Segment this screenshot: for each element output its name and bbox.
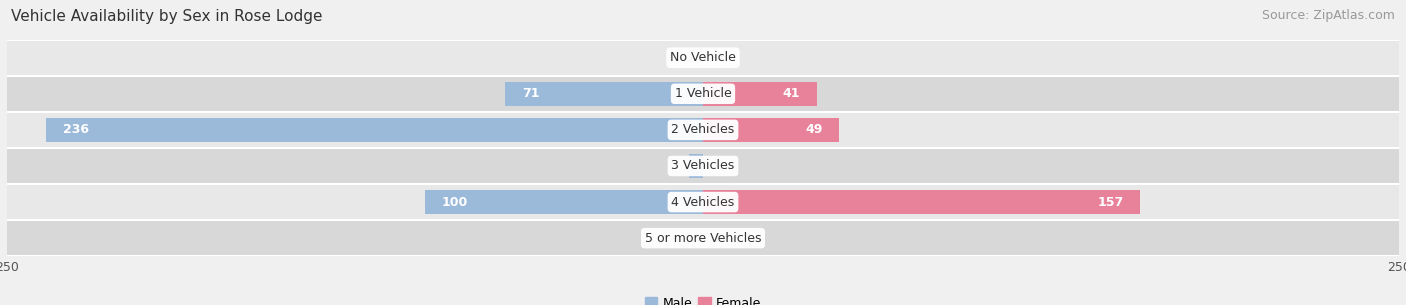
Bar (46, 118, 703, 142)
Bar (689, 154, 703, 178)
Text: 3 Vehicles: 3 Vehicles (672, 160, 734, 172)
Legend: Male, Female: Male, Female (640, 292, 766, 305)
Bar (703, 190, 1140, 214)
Bar (7, 184, 1399, 220)
Bar (703, 81, 817, 106)
Text: 0: 0 (714, 232, 723, 245)
Text: 157: 157 (1097, 196, 1123, 209)
Text: 0: 0 (714, 160, 723, 172)
Text: 49: 49 (806, 124, 823, 136)
Bar (7, 148, 1399, 184)
Text: 0: 0 (683, 232, 692, 245)
Text: 5: 5 (669, 160, 678, 172)
Bar (7, 40, 1399, 76)
Text: 1 Vehicle: 1 Vehicle (675, 87, 731, 100)
Text: 2 Vehicles: 2 Vehicles (672, 124, 734, 136)
Text: Vehicle Availability by Sex in Rose Lodge: Vehicle Availability by Sex in Rose Lodg… (11, 9, 323, 24)
Text: 41: 41 (783, 87, 800, 100)
Text: 0: 0 (683, 51, 692, 64)
Text: 5 or more Vehicles: 5 or more Vehicles (645, 232, 761, 245)
Bar (703, 118, 839, 142)
Text: 4 Vehicles: 4 Vehicles (672, 196, 734, 209)
Text: 0: 0 (714, 51, 723, 64)
Text: 100: 100 (441, 196, 468, 209)
Bar (7, 112, 1399, 148)
Bar (505, 81, 703, 106)
Text: Source: ZipAtlas.com: Source: ZipAtlas.com (1261, 9, 1395, 22)
Text: 71: 71 (522, 87, 540, 100)
Text: No Vehicle: No Vehicle (671, 51, 735, 64)
Bar (425, 190, 703, 214)
Bar (7, 76, 1399, 112)
Bar (7, 220, 1399, 256)
Text: 236: 236 (63, 124, 89, 136)
